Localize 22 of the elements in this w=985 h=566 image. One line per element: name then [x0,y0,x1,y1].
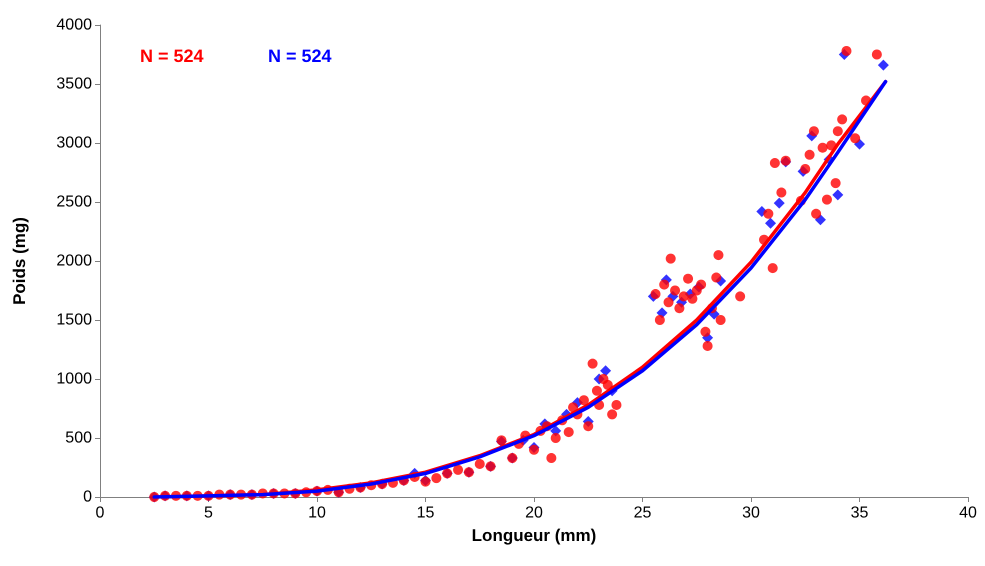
x-tick-label: 30 [742,504,760,522]
x-axis-title: Longueur (mm) [472,526,596,545]
annotation: N = 524 [140,46,204,66]
x-tick-label: 5 [204,504,214,522]
y-tick-label: 2500 [56,194,92,210]
y-tick-label: 500 [65,430,92,446]
y-tick-label: 3500 [56,76,92,92]
y-axis-title: Poids (mg) [10,217,29,305]
annotation: N = 524 [268,46,332,66]
y-tick-label: 1500 [56,312,92,328]
y-tick-label: 3000 [56,134,92,152]
y-tick-label: 2000 [56,252,92,270]
x-tick-label: 10 [308,504,326,522]
x-tick-label: 25 [634,504,652,522]
y-tick-label: 0 [83,488,92,506]
x-tick-label: 0 [96,504,105,522]
y-tick-label: 4000 [56,16,92,34]
x-tick-label: 15 [416,504,434,522]
x-tick-label: 40 [959,504,977,522]
y-tick-label: 1000 [56,370,92,388]
x-tick-label: 35 [850,504,868,522]
x-tick-label: 20 [525,504,543,522]
